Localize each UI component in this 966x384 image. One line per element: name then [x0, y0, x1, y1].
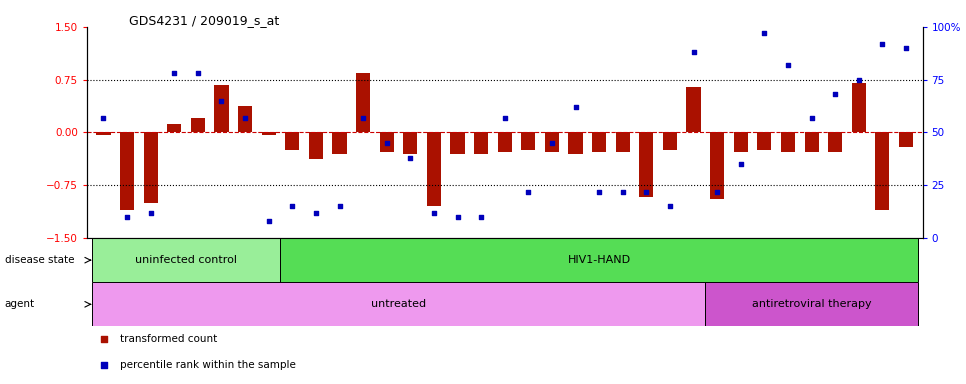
Point — [568, 104, 583, 110]
Bar — [285, 132, 299, 150]
Point — [426, 210, 441, 216]
Point — [898, 45, 914, 51]
Bar — [262, 132, 275, 135]
Bar — [568, 132, 582, 154]
Bar — [781, 132, 795, 152]
Point — [874, 41, 890, 47]
Point — [686, 49, 701, 55]
Bar — [474, 132, 488, 154]
Point — [544, 140, 559, 146]
Bar — [309, 132, 323, 159]
Text: transformed count: transformed count — [121, 334, 217, 344]
Point — [804, 114, 819, 121]
Bar — [356, 73, 370, 132]
Bar — [92, 238, 280, 282]
Point — [403, 155, 418, 161]
Point — [120, 214, 135, 220]
Bar — [875, 132, 890, 210]
Bar — [639, 132, 653, 197]
Bar — [144, 132, 157, 203]
Point — [709, 189, 724, 195]
Point — [781, 62, 796, 68]
Text: percentile rank within the sample: percentile rank within the sample — [121, 360, 297, 370]
Point — [828, 91, 843, 98]
Point — [96, 336, 111, 342]
Bar — [592, 132, 607, 152]
Bar — [805, 132, 818, 152]
Point — [379, 140, 394, 146]
Text: HIV1-HAND: HIV1-HAND — [568, 255, 631, 265]
Point — [355, 114, 371, 121]
Bar — [97, 132, 110, 135]
Point — [285, 204, 300, 210]
Point — [238, 114, 253, 121]
Text: agent: agent — [5, 299, 35, 310]
Point — [473, 214, 489, 220]
Point — [615, 189, 631, 195]
Bar — [214, 84, 229, 132]
Bar — [450, 132, 465, 154]
Point — [308, 210, 324, 216]
Point — [190, 70, 206, 76]
Bar — [497, 132, 512, 152]
Bar — [899, 132, 913, 147]
Bar — [280, 238, 918, 282]
Point — [166, 70, 182, 76]
Bar — [380, 132, 394, 152]
Point — [521, 189, 536, 195]
Bar — [828, 132, 842, 152]
Bar — [705, 282, 918, 326]
Bar — [663, 132, 677, 150]
Bar — [332, 132, 347, 154]
Bar — [120, 132, 134, 210]
Point — [96, 362, 111, 368]
Text: GDS4231 / 209019_s_at: GDS4231 / 209019_s_at — [128, 14, 279, 27]
Bar — [734, 132, 748, 152]
Point — [591, 189, 607, 195]
Bar — [710, 132, 724, 199]
Point — [756, 30, 772, 36]
Bar — [852, 83, 866, 132]
Point — [261, 218, 276, 224]
Bar — [522, 132, 535, 150]
Point — [497, 114, 512, 121]
Bar — [615, 132, 630, 152]
Point — [96, 114, 111, 121]
Text: disease state: disease state — [5, 255, 74, 265]
Bar — [757, 132, 772, 150]
Bar — [191, 118, 205, 132]
Point — [663, 204, 678, 210]
Text: antiretroviral therapy: antiretroviral therapy — [752, 299, 871, 310]
Point — [213, 98, 229, 104]
Bar — [167, 124, 182, 132]
Point — [450, 214, 466, 220]
Bar — [545, 132, 559, 152]
Bar — [427, 132, 441, 207]
Bar — [403, 132, 417, 154]
Point — [851, 77, 867, 83]
Point — [331, 204, 347, 210]
Text: uninfected control: uninfected control — [135, 255, 237, 265]
Bar — [92, 282, 705, 326]
Text: untreated: untreated — [371, 299, 426, 310]
Bar — [238, 106, 252, 132]
Point — [733, 161, 749, 167]
Bar — [687, 87, 700, 132]
Point — [639, 189, 654, 195]
Point — [143, 210, 158, 216]
